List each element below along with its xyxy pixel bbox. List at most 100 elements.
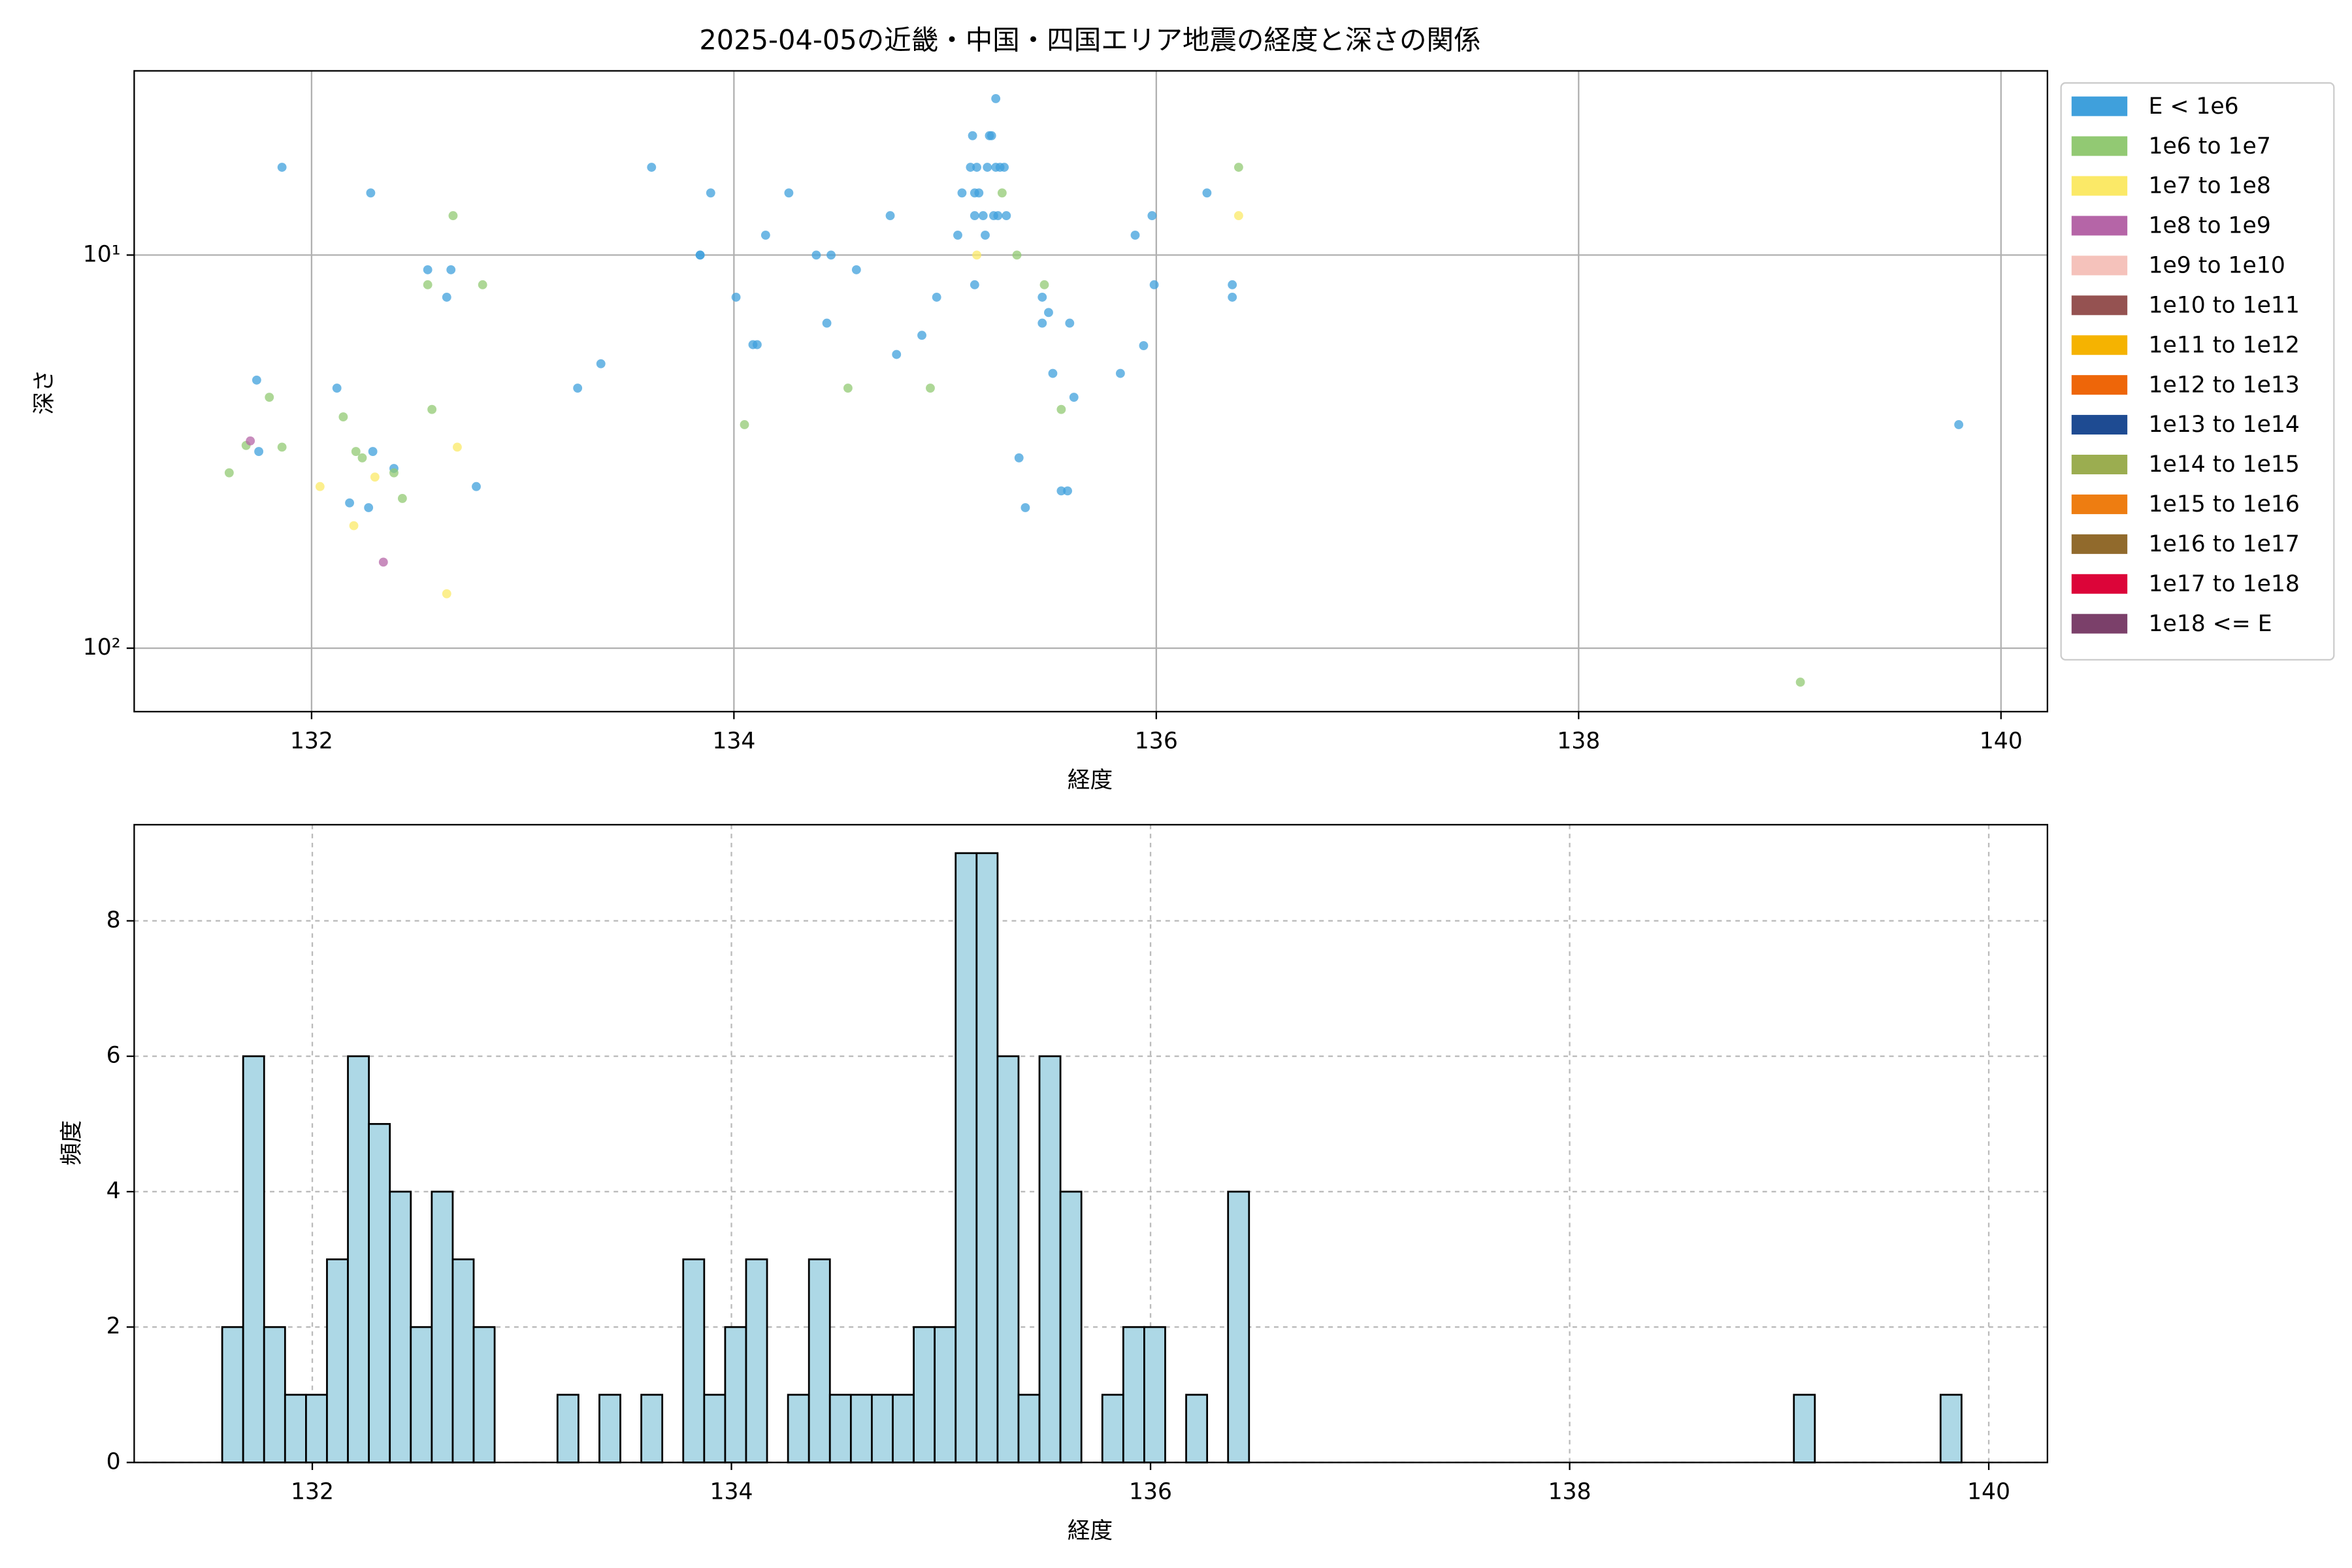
bar [996,1055,1020,1463]
point [740,420,749,429]
legend-swatch [2071,415,2128,435]
point [448,211,458,221]
bar [221,1326,244,1463]
legend-swatch [2071,455,2128,474]
bar [828,1394,852,1463]
point [224,468,234,478]
bar [368,1122,391,1463]
point [970,211,979,221]
bar [724,1326,747,1463]
point [423,265,433,274]
legend-label: 1e9 to 1e10 [2148,253,2285,279]
point [246,436,255,446]
point [1147,211,1157,221]
point [368,447,378,456]
bar [1017,1394,1041,1463]
point [1139,341,1149,350]
bar [892,1394,915,1463]
point [254,447,264,456]
point [478,280,487,289]
point [442,589,451,598]
point [345,498,355,508]
x-axis-label: 経度 [1068,767,1113,793]
point [1002,211,1011,221]
point [1069,393,1079,402]
point [991,94,1001,103]
point [784,188,794,198]
point [993,211,1003,221]
bar [389,1190,412,1463]
legend-swatch [2071,613,2128,634]
bar [431,1190,454,1463]
bar [1143,1326,1166,1463]
x-tick-label: 140 [1967,1479,2010,1505]
bar [1185,1394,1209,1463]
point [892,350,902,359]
point [1228,292,1237,302]
legend-label: 1e16 to 1e17 [2148,531,2299,557]
x-tick-label: 136 [1135,728,1178,754]
point [760,231,770,240]
bar [598,1394,621,1463]
bar [347,1055,370,1463]
point [389,468,399,478]
x-tick-label: 132 [291,1479,334,1505]
point [1012,250,1022,260]
point [332,384,342,393]
bar [1059,1190,1083,1463]
y-tick-label: 6 [106,1043,121,1069]
point [446,265,456,274]
legend-swatch [2071,96,2128,116]
point [442,292,451,302]
x-tick-label: 138 [1548,1479,1592,1505]
point [987,131,996,140]
point [397,493,407,503]
bar [871,1394,894,1463]
x-tick-label: 132 [290,728,333,754]
bar [934,1326,957,1463]
legend-box [2060,82,2335,661]
point [1048,368,1058,378]
point [826,250,836,260]
point [453,442,462,452]
bar [1793,1394,1816,1463]
y-tick-label: 4 [106,1178,121,1204]
point [357,453,367,463]
point [957,188,967,198]
point [423,280,433,289]
bar [326,1258,349,1463]
legend-label: 1e11 to 1e12 [2148,332,2299,358]
bar [1227,1190,1250,1463]
y-tick-label: 2 [106,1313,121,1339]
point [1021,503,1030,512]
point [573,384,583,393]
legend-label: E < 1e6 [2148,93,2238,120]
point [351,447,361,456]
bar [808,1258,831,1463]
legend-swatch [2071,176,2128,196]
legend-swatch [2071,216,2128,236]
y-tick-label: 10¹ [83,241,121,267]
bar [787,1394,810,1463]
x-tick-label: 136 [1129,1479,1172,1505]
point [978,211,988,221]
point [926,384,935,393]
legend-swatch [2071,136,2128,156]
point [966,163,975,172]
point [953,231,962,240]
y-axis-label: 頻度 [59,1120,85,1166]
point [265,393,274,402]
point [338,412,348,422]
point [974,188,984,198]
legend-swatch [2071,375,2128,395]
point [983,163,992,172]
point [1233,211,1243,221]
legend-label: 1e8 to 1e9 [2148,213,2270,239]
point [364,503,374,512]
point [752,340,762,350]
chart-title: 2025-04-05の近畿・中国・四国エリア地震の経度と深さの関係 [699,24,1480,56]
y-axis-label: 深さ [31,369,57,414]
point [1149,280,1159,289]
